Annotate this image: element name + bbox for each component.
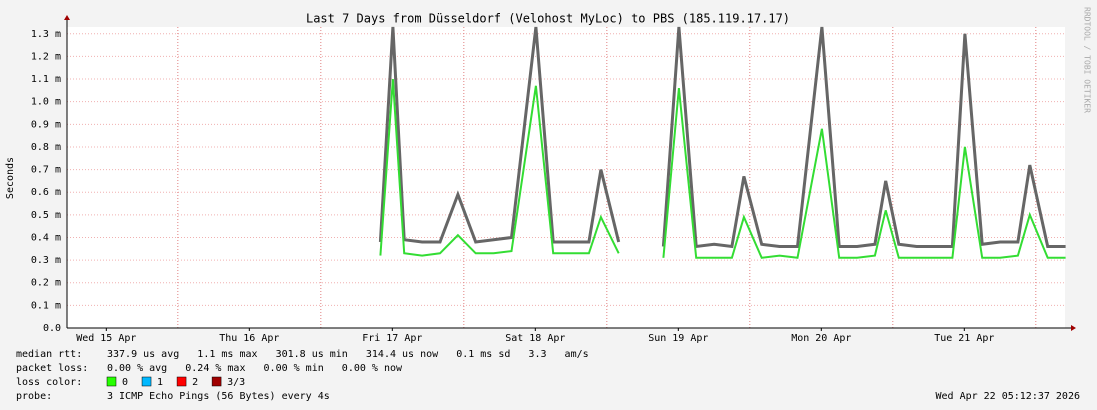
x-tick-label: Mon 20 Apr <box>791 333 851 344</box>
loss-swatch <box>141 376 152 387</box>
x-tick-label: Sun 19 Apr <box>648 333 708 344</box>
side-text: RRDTOOL / TOBI OETIKER <box>1083 7 1092 113</box>
y-tick-label: 1.0 m <box>31 97 61 108</box>
y-tick-label: 0.2 m <box>31 278 61 289</box>
x-tick-label: Sat 18 Apr <box>505 333 565 344</box>
y-tick-label: 0.3 m <box>31 255 61 266</box>
x-tick-label: Thu 16 Apr <box>219 333 279 344</box>
y-tick-label: 0.0 <box>43 323 61 334</box>
y-tick-label: 0.4 m <box>31 232 61 243</box>
y-tick-label: 0.1 m <box>31 300 61 311</box>
y-axis-label: Seconds <box>5 157 16 199</box>
chart-title: Last 7 Days from Düsseldorf (Velohost My… <box>306 12 790 26</box>
loss-item-label: 2 <box>192 377 198 388</box>
y-tick-label: 1.3 m <box>31 29 61 40</box>
footer-text: 337.9 us avg 1.1 ms max 301.8 us min 314… <box>107 349 589 360</box>
probe-label: probe: <box>16 391 52 402</box>
loss-item-label: 3/3 <box>227 377 245 388</box>
loss-swatch <box>106 376 117 387</box>
footer-label: median rtt: <box>16 349 82 360</box>
y-tick-label: 1.2 m <box>31 51 61 62</box>
x-tick-label: Tue 21 Apr <box>934 333 994 344</box>
y-tick-label: 0.5 m <box>31 210 61 221</box>
plot-area <box>67 27 1065 328</box>
y-tick-label: 0.6 m <box>31 187 61 198</box>
loss-label: loss color: <box>16 377 82 388</box>
probe-text: 3 ICMP Echo Pings (56 Bytes) every 4s <box>107 391 330 402</box>
loss-swatch <box>211 376 222 387</box>
axis-arrow <box>1071 325 1076 331</box>
x-tick-label: Wed 15 Apr <box>76 333 136 344</box>
loss-swatch <box>176 376 187 387</box>
timestamp: Wed Apr 22 05:12:37 2026 <box>936 391 1081 402</box>
series-line <box>379 79 1066 259</box>
y-tick-label: 1.1 m <box>31 74 61 85</box>
y-tick-label: 0.8 m <box>31 142 61 153</box>
loss-item-label: 1 <box>157 377 163 388</box>
footer-label: packet loss: <box>16 363 88 374</box>
y-tick-label: 0.9 m <box>31 119 61 130</box>
footer-text: 0.00 % avg 0.24 % max 0.00 % min 0.00 % … <box>107 363 403 374</box>
axis-arrow <box>64 15 70 20</box>
x-tick-label: Fri 17 Apr <box>362 333 422 344</box>
series-line <box>378 26 1066 249</box>
loss-item-label: 0 <box>122 377 128 388</box>
y-tick-label: 0.7 m <box>31 165 61 176</box>
